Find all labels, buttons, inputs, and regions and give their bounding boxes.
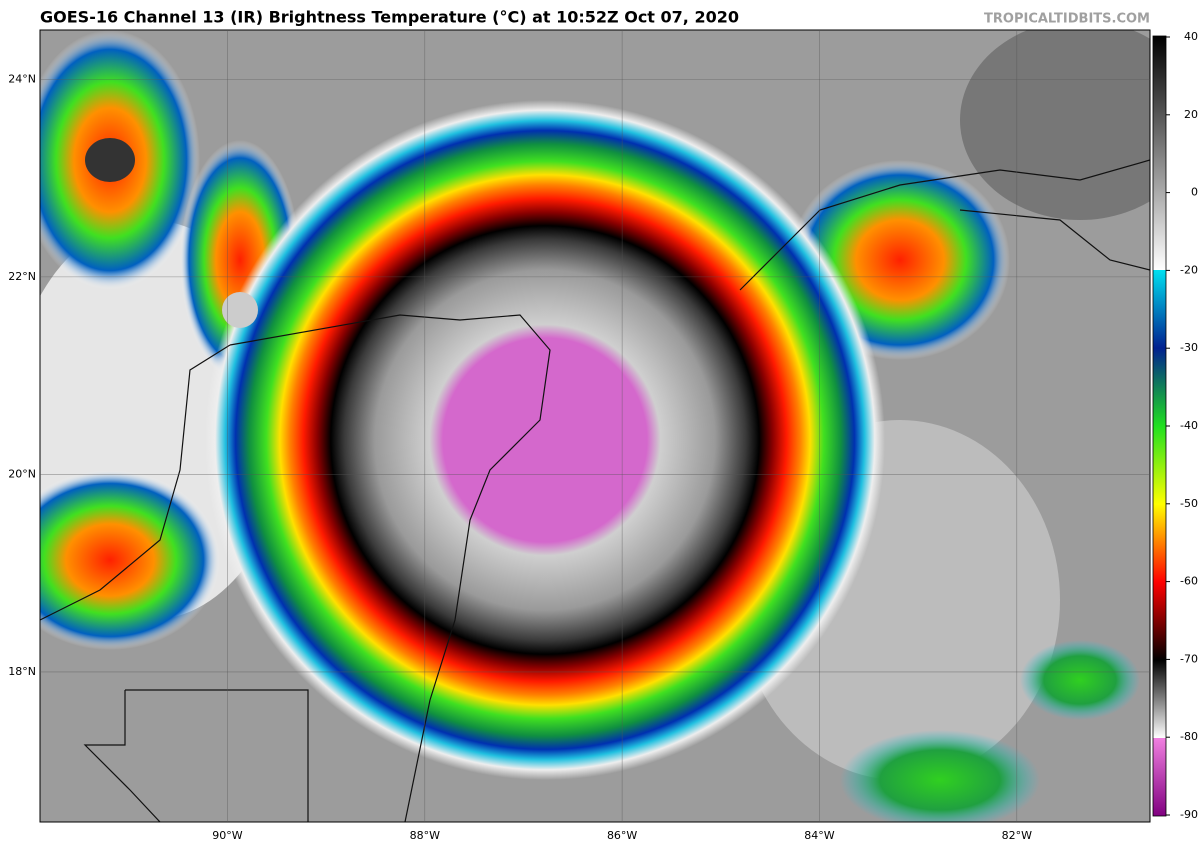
colorbar-tick-label: 0 [1191, 186, 1198, 199]
colorbar-tick-label: -70 [1180, 652, 1198, 665]
colorbar [1152, 35, 1167, 817]
colorbar-tick-label: -50 [1180, 497, 1198, 510]
lon-tick-label: 86°W [607, 829, 637, 842]
colorbar-tick-label: -60 [1180, 575, 1198, 588]
colorbar-tick-label: -90 [1180, 808, 1198, 821]
colorbar-tick-label: 40 [1184, 30, 1198, 43]
lon-tick-label: 84°W [804, 829, 834, 842]
satellite-image [40, 30, 1150, 822]
lon-tick-label: 90°W [212, 829, 242, 842]
lat-tick-label: 20°N [8, 467, 36, 480]
coastlines [40, 159, 1150, 822]
colorbar-tick-label: -20 [1180, 263, 1198, 276]
lon-tick-label: 88°W [410, 829, 440, 842]
map-frame [39, 29, 1151, 823]
lat-tick-label: 18°N [8, 665, 36, 678]
lat-tick-label: 24°N [8, 72, 36, 85]
colorbar-tick-label: -80 [1180, 730, 1198, 743]
title: GOES-16 Channel 13 (IR) Brightness Tempe… [40, 8, 739, 27]
graticule: 90°W 88°W 86°W 84°W 82°W 24°N 22°N 20°N 18°N [8, 30, 1150, 842]
colorbar-tick-label: 20 [1184, 108, 1198, 121]
credit: TROPICALTIDBITS.COM [984, 12, 1150, 27]
lon-tick-label: 82°W [1002, 829, 1032, 842]
colorbar-ticks: 40 20 0 -20 -30 -40 -50 -60 -70 -80 -90 [1166, 30, 1198, 821]
lat-tick-label: 22°N [8, 270, 36, 283]
colorbar-tick-label: -40 [1180, 419, 1198, 432]
colorbar-tick-label: -30 [1180, 341, 1198, 354]
